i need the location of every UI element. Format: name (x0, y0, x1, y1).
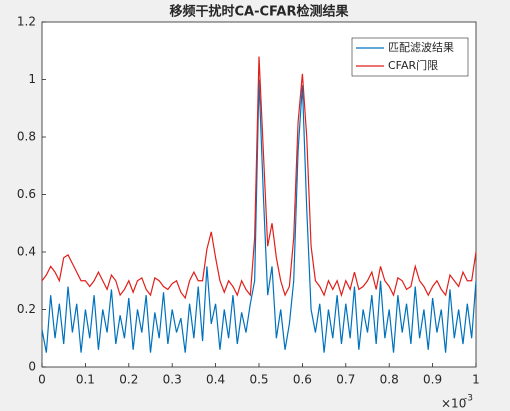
chart-title: 移频干扰时CA-CFAR检测结果 (170, 4, 349, 20)
series-line (41, 56, 477, 300)
x-tick-label: 0.9 (423, 373, 442, 387)
x-tick-label: 0.8 (380, 373, 399, 387)
y-tick-label: 1.2 (17, 15, 36, 29)
y-tick-label: 0.6 (17, 187, 36, 201)
y-tick-label: 0.2 (17, 302, 36, 316)
x-tick-label: 0 (38, 373, 46, 387)
x-tick-label: 0.6 (293, 373, 312, 387)
x-tick-label: 1 (472, 373, 480, 387)
y-tick-label: 0.4 (17, 245, 36, 259)
x-multiplier: ×10 (441, 397, 466, 411)
legend-label: 匹配滤波结果 (388, 41, 454, 54)
x-tick-label: 0.1 (76, 373, 95, 387)
y-tick-label: 1 (28, 72, 36, 86)
x-tick-label: 0.2 (119, 373, 138, 387)
legend-box (351, 37, 469, 77)
x-tick-label: 0.3 (163, 373, 182, 387)
x-tick-label: 0.5 (249, 373, 268, 387)
y-tick-label: 0 (28, 360, 36, 374)
y-tick-label: 0.8 (17, 130, 36, 144)
x-multiplier-exponent: -3 (464, 394, 473, 404)
x-tick-label: 0.4 (206, 373, 225, 387)
x-tick-label: 0.7 (336, 373, 355, 387)
legend-label: CFAR门限 (388, 58, 438, 72)
